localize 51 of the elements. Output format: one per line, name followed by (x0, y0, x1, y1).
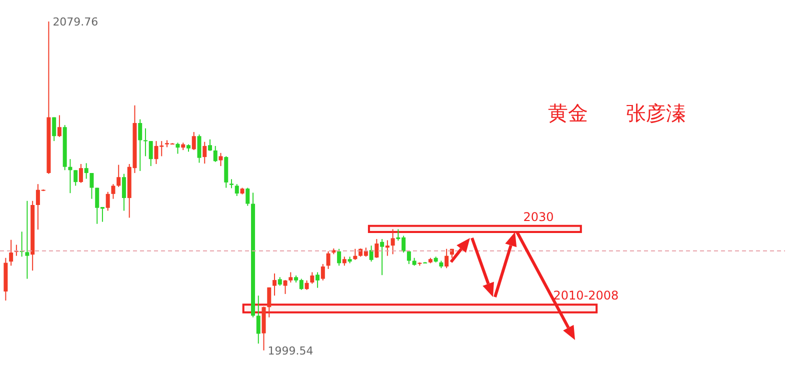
candlestick (148, 140, 153, 167)
candlestick (304, 280, 309, 290)
candlestick (316, 272, 320, 288)
candlestick (256, 295, 260, 344)
candlestick (267, 286, 272, 318)
candlestick (84, 162, 88, 180)
candlestick (406, 250, 411, 265)
candlestick (218, 152, 223, 167)
candlestick (353, 248, 358, 260)
candlestick (230, 178, 234, 189)
candlestick (320, 264, 325, 281)
candlestick (25, 200, 30, 280)
candlestick (369, 245, 374, 262)
candlestick (90, 172, 94, 200)
annotation: 1999.54 (268, 344, 314, 358)
candlestick (57, 114, 62, 138)
candlestick (337, 248, 342, 266)
candlestick (122, 173, 126, 212)
candlestick (68, 158, 72, 194)
candlestick (52, 116, 56, 142)
candlestick (106, 191, 110, 212)
annotation: 2079.76 (52, 15, 98, 28)
candlestick (192, 132, 196, 151)
candlestick (272, 272, 277, 296)
candlestick (9, 239, 14, 266)
candlestick (78, 164, 83, 184)
candlestick (202, 141, 207, 164)
candlestick (213, 145, 218, 162)
candlestick (342, 256, 346, 266)
candlestick (111, 184, 116, 200)
candlestick (197, 134, 202, 164)
candlestick (283, 280, 288, 294)
candlestick (390, 228, 395, 255)
candlestick (176, 142, 180, 154)
candlestick (288, 272, 293, 283)
candlestick (143, 128, 148, 157)
candlestick (380, 238, 384, 276)
candlestick (116, 164, 121, 188)
band-label: 2010-2008 (553, 288, 619, 303)
candlestick (326, 250, 330, 270)
candlestick (310, 272, 314, 284)
candlestick (234, 184, 239, 196)
candlestick (138, 118, 142, 172)
band-label: 2030 (523, 210, 554, 224)
candlestick (74, 170, 78, 186)
text: 黄金 张彦溱 (548, 100, 686, 127)
candlestick (385, 240, 390, 256)
candlestick (444, 248, 449, 269)
candlestick (208, 138, 212, 152)
candlestick (246, 187, 250, 206)
candlestick (374, 238, 379, 258)
